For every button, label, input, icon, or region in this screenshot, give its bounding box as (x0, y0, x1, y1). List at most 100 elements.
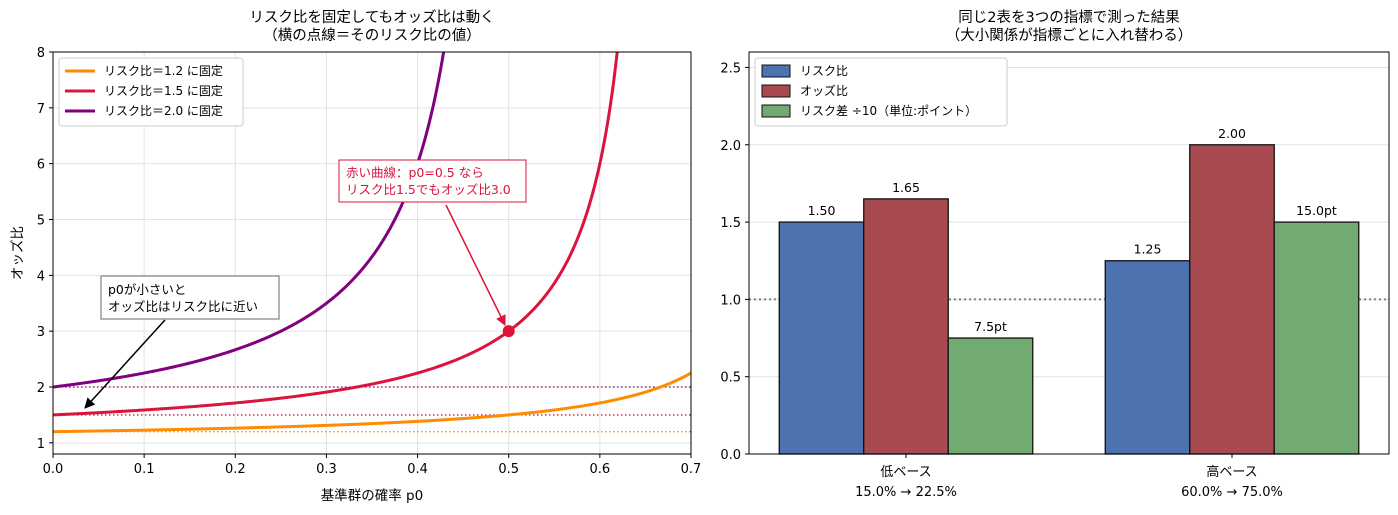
red-annotation-line-2: リスク比1.5でもオッズ比3.0 (346, 182, 511, 197)
right-category-label: 低ベース (880, 465, 931, 480)
right-x-ticks: 低ベース 15.0% → 22.5% 高ベース 60.0% → 75.0% (855, 454, 1283, 500)
left-x-axis-label: 基準群の確率 p0 (321, 487, 423, 504)
right-chart-subtitle: （大小関係が指標ごとに入れ替わる） (946, 27, 1193, 44)
right-legend-swatch (761, 64, 791, 78)
red-annotation: 赤い曲線：p0=0.5 なら リスク比1.5でもオッズ比3.0 (338, 159, 527, 203)
right-bar-value-label: 1.25 (1134, 242, 1162, 257)
right-plot-frame (748, 51, 1390, 455)
right-y-tick: 1.0 (720, 293, 749, 308)
right-legend-box (754, 57, 1008, 127)
left-y-tick-label: 4 (37, 269, 45, 284)
right-bar (1104, 260, 1191, 455)
right-chart: 同じ2表を3つの指標で測った結果 （大小関係が指標ごとに入れ替わる） 1.501… (720, 9, 1390, 500)
right-bar-value-label: 1.65 (892, 180, 920, 195)
left-y-tick: 5 (37, 214, 53, 229)
right-bar (778, 221, 865, 455)
left-x-tick: 0.6 (590, 454, 610, 477)
left-y-tick: 2 (37, 381, 53, 396)
left-x-tick: 0.4 (407, 454, 428, 477)
right-bars (778, 144, 1360, 455)
left-x-tick-label: 0.1 (134, 462, 155, 477)
red-annotation-arrow (445, 204, 506, 326)
left-x-tick-label: 0.4 (407, 462, 428, 477)
left-x-tick-label: 0.5 (498, 462, 519, 477)
left-curves (53, 52, 691, 434)
highlight-point (502, 325, 515, 338)
black-annotation-box (100, 275, 280, 320)
right-legend-item: オッズ比 (761, 83, 848, 98)
left-x-tick: 0.3 (316, 454, 337, 477)
black-annotation-line-1: p0が小さいと (108, 282, 186, 297)
left-plot-frame (52, 51, 692, 455)
left-x-tick: 0.2 (225, 454, 246, 477)
left-x-tick-label: 0.0 (43, 462, 64, 477)
left-legend-label: リスク比＝2.0 に固定 (104, 103, 223, 118)
right-y-tick-label: 0.5 (720, 371, 741, 386)
left-chart-subtitle: （横の点線＝そのリスク比の値） (263, 27, 481, 44)
left-x-tick-label: 0.7 (681, 462, 702, 477)
left-y-tick-label: 1 (37, 437, 45, 452)
right-category-detail: 15.0% → 22.5% (855, 485, 957, 500)
left-y-tick-label: 5 (37, 214, 45, 229)
right-legend-item: リスク比 (761, 64, 848, 78)
left-y-tick: 1 (37, 437, 53, 452)
right-y-tick-label: 1.5 (720, 216, 741, 231)
black-annotation: p0が小さいと オッズ比はリスク比に近い (100, 275, 280, 320)
left-y-tick: 7 (37, 102, 53, 117)
left-y-tick-label: 7 (37, 102, 45, 117)
left-x-tick-label: 0.2 (225, 462, 246, 477)
left-y-tick: 4 (37, 269, 53, 284)
right-legend-swatch (761, 84, 791, 98)
left-x-ticks: 0.0 0.1 0.2 0.3 0.4 0.5 0.6 0.7 (43, 454, 702, 477)
red-annotation-box (338, 159, 527, 203)
right-x-tick: 低ベース 15.0% → 22.5% (855, 454, 957, 500)
right-y-tick-label: 2.0 (720, 139, 741, 154)
right-bar (863, 198, 949, 455)
left-legend-label: リスク比＝1.2 に固定 (104, 63, 223, 78)
right-y-ticks: 0.0 0.5 1.0 1.5 2.0 2.5 (720, 61, 749, 463)
left-x-tick: 0.7 (681, 454, 702, 477)
left-y-tick-label: 3 (37, 325, 45, 340)
right-y-tick: 2.0 (720, 139, 749, 154)
left-legend-item: リスク比＝1.2 に固定 (65, 63, 223, 78)
left-legend-label: リスク比＝1.5 に固定 (104, 83, 223, 98)
left-y-tick-label: 2 (37, 381, 45, 396)
left-legend-item: リスク比＝2.0 に固定 (65, 103, 223, 118)
right-legend-item: リスク差 ÷10（単位:ポイント） (761, 103, 977, 118)
right-bar (1273, 221, 1360, 455)
left-y-tick: 8 (37, 46, 53, 61)
left-chart: リスク比を固定してもオッズ比は動く （横の点線＝そのリスク比の値） 赤い曲線：p… (10, 9, 701, 504)
left-series-line (53, 52, 446, 389)
right-x-tick: 高ベース 60.0% → 75.0% (1181, 454, 1283, 500)
left-y-tick: 3 (37, 325, 53, 340)
right-legend-label: リスク比 (800, 64, 848, 78)
right-bar (1189, 144, 1275, 455)
black-annotation-arrow (84, 319, 166, 409)
left-chart-title: リスク比を固定してもオッズ比は動く (249, 9, 494, 26)
right-bar-value-label: 15.0pt (1296, 203, 1337, 218)
red-annotation-line-1: 赤い曲線：p0=0.5 なら (346, 165, 484, 180)
right-legend-label: リスク差 ÷10（単位:ポイント） (800, 103, 977, 118)
right-bar (947, 337, 1034, 455)
black-annotation-line-2: オッズ比はリスク比に近い (108, 299, 258, 314)
right-y-tick: 0.0 (720, 448, 749, 463)
right-category-detail: 60.0% → 75.0% (1181, 485, 1283, 500)
right-chart-title: 同じ2表を3つの指標で測った結果 (958, 9, 1179, 26)
left-y-tick: 6 (37, 158, 53, 173)
left-legend-item: リスク比＝1.5 に固定 (65, 83, 223, 98)
left-legend-box (58, 57, 244, 127)
right-legend-swatch (761, 104, 791, 118)
right-y-tick-label: 2.5 (720, 61, 741, 76)
left-series-line (53, 52, 619, 417)
right-bar-value-label: 7.5pt (974, 319, 1007, 334)
right-legend-label: オッズ比 (800, 83, 848, 98)
right-bar-value-label: 2.00 (1218, 126, 1246, 141)
left-y-ticks: 1 2 3 4 5 6 7 8 (37, 46, 53, 452)
left-y-axis-label: オッズ比 (10, 226, 26, 280)
left-y-tick-label: 8 (37, 46, 45, 61)
left-x-tick-label: 0.3 (316, 462, 337, 477)
